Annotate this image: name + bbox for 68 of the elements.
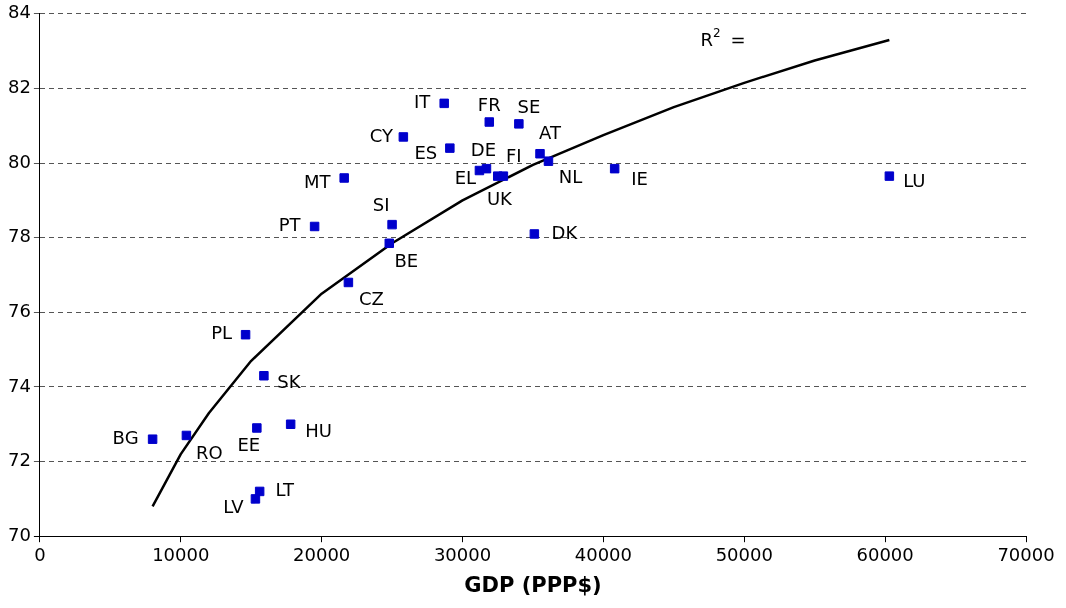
- x-axis-title: GDP (PPP$): [464, 572, 602, 597]
- annotation: LT: [275, 479, 295, 501]
- y-tick-label: 72: [8, 449, 31, 471]
- point: [543, 156, 554, 166]
- annotation: HU: [305, 419, 333, 441]
- annotation: IT: [414, 91, 432, 113]
- x-tick-label: 0: [34, 543, 46, 565]
- annotation: IE: [631, 168, 648, 190]
- annotation: SI: [372, 194, 390, 216]
- annotation: CY: [369, 124, 394, 146]
- annotation: UK: [486, 187, 514, 209]
- point: [147, 434, 158, 444]
- annotation: CZ: [358, 288, 384, 310]
- annotation: ES: [414, 141, 438, 163]
- annotation: PT: [278, 214, 302, 236]
- point: [259, 371, 269, 381]
- y-tick-label: 76: [8, 299, 31, 321]
- point: [343, 277, 354, 288]
- annotation: AT: [539, 122, 562, 144]
- point: [252, 423, 262, 433]
- y-tick-label: 82: [8, 76, 31, 98]
- point: [240, 329, 251, 340]
- annotation: NL: [558, 165, 583, 187]
- point: [474, 165, 485, 176]
- annotation: SK: [277, 371, 302, 393]
- x-tick-label: 40000: [574, 543, 633, 565]
- point: [439, 98, 449, 109]
- annotation: BG: [112, 426, 139, 448]
- y-tick-label: 78: [8, 225, 31, 247]
- x-tick-label: 70000: [997, 543, 1055, 565]
- x-tick-label: 20000: [293, 543, 351, 565]
- annotation: FI: [505, 144, 522, 166]
- annotation: BE: [394, 249, 419, 271]
- x-tick-label: 30000: [433, 543, 492, 565]
- y-tick-label: 70: [8, 523, 31, 545]
- annotation: PL: [211, 322, 233, 344]
- annotation: RO: [196, 442, 223, 464]
- point: [387, 219, 397, 230]
- point: [285, 419, 296, 429]
- annotation: FR: [477, 93, 501, 115]
- point: [498, 171, 509, 181]
- x-tick-label: 60000: [856, 543, 914, 565]
- point: [529, 229, 540, 239]
- annotation: DE: [470, 139, 497, 161]
- x-tick-label: 10000: [152, 543, 210, 565]
- point: [609, 163, 620, 174]
- point: [384, 238, 395, 249]
- y-tick-label: 84: [8, 1, 31, 23]
- point: [309, 221, 320, 232]
- annotation: SE: [517, 95, 541, 117]
- annotation: LV: [223, 495, 245, 517]
- point: [181, 430, 192, 441]
- x-tick-label: 50000: [715, 543, 773, 565]
- annotation: EE: [237, 433, 261, 455]
- point: [884, 171, 895, 181]
- annotation: LU: [903, 169, 926, 191]
- point: [339, 173, 349, 183]
- point: [445, 143, 455, 153]
- y-tick-label: 80: [8, 150, 31, 172]
- point: [398, 132, 409, 142]
- point: [514, 119, 524, 129]
- annotation: MT: [303, 170, 332, 192]
- annotation: DK: [551, 221, 579, 243]
- y-tick-label: 74: [8, 374, 31, 396]
- point: [250, 494, 261, 504]
- point: [535, 148, 545, 159]
- point: [484, 117, 495, 127]
- annotation: EL: [454, 167, 477, 189]
